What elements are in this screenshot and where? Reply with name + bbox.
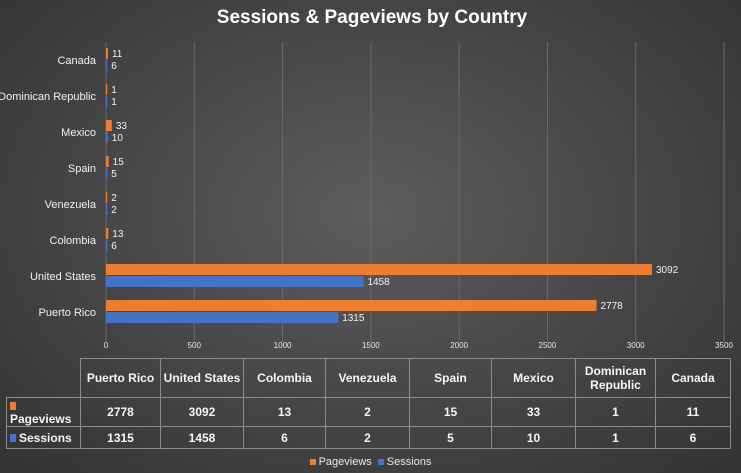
data-table-column-header-mexico: Mexico: [491, 358, 576, 398]
x-axis-tick-labels: 0 500 1000 1500 2000 2500 3000 3500: [104, 341, 734, 350]
bar-sessions-mexico: [106, 132, 108, 143]
category-label-venezuela: Venezuela: [45, 199, 97, 211]
bar-chart: Sessions & Pageviews by Country Canada Do…: [0, 7, 734, 350]
legend-item-sessions: Sessions: [377, 456, 432, 468]
x-tick-label-0: 0: [104, 341, 109, 350]
legend-item-pageviews: Pageviews: [309, 456, 372, 468]
legend-label-pageviews: Pageviews: [318, 456, 372, 468]
data-label-sessions-dominican-republic: 1: [111, 97, 117, 108]
bar-pageviews-mexico: [106, 120, 112, 131]
data-table-cell: 3092: [160, 397, 244, 427]
data-table-column-header-canada: Canada: [655, 358, 731, 398]
x-tick-label-4: 2000: [450, 341, 468, 350]
data-label-sessions-mexico: 10: [112, 133, 124, 144]
data-table-cell: 6: [655, 426, 731, 449]
bar-pageviews-venezuela: [106, 192, 108, 203]
data-table-cell: 1315: [80, 426, 161, 449]
data-table-cell: 13: [243, 397, 326, 427]
legend-key-sessions: [10, 434, 16, 443]
data-label-sessions-colombia: 6: [111, 241, 117, 252]
legend-swatch-pageviews: [309, 459, 316, 465]
data-label-sessions-venezuela: 2: [111, 205, 117, 216]
x-tick-label-3: 1500: [362, 341, 380, 350]
data-label-pageviews-spain: 15: [113, 157, 125, 168]
data-label-pageviews-mexico: 33: [116, 121, 128, 132]
x-tick-label-6: 3000: [627, 341, 645, 350]
legend-swatch-sessions: [377, 459, 384, 465]
bar-sessions-dominican-republic: [106, 96, 108, 107]
bar-pageviews-spain: [106, 156, 109, 167]
gridlines: [105, 42, 725, 342]
data-table-cell: 2778: [80, 397, 161, 427]
bar-pageviews-puerto-rico: [106, 300, 597, 311]
bar-pageviews-canada: [106, 48, 108, 59]
data-table-column-header-venezuela: Venezuela: [325, 358, 410, 398]
data-table-cell: 1: [575, 426, 656, 449]
data-table-body: Pageviews 2778 3092 13 2 15 33 1 11 Sessions 1315 1…: [6, 397, 731, 449]
data-table-column-header-dominican-republic: Dominican Republic: [575, 358, 656, 398]
bar-pageviews-dominican-republic: [106, 84, 108, 95]
category-label-spain: Spain: [68, 163, 96, 175]
bar-pageviews-colombia: [106, 228, 109, 239]
bar-sessions-colombia: [106, 240, 108, 251]
data-table-cell: 15: [409, 397, 492, 427]
data-table-cell: 6: [243, 426, 326, 449]
data-table-cell: 1: [575, 397, 656, 427]
data-label-pageviews-canada: 11: [112, 49, 123, 60]
data-table-column-header-spain: Spain: [409, 358, 492, 398]
category-label-dominican-republic: Dominican Republic: [0, 91, 96, 103]
data-label-sessions-spain: 5: [111, 169, 117, 180]
bar-sessions-united-states: [106, 276, 364, 287]
data-table-row-sessions: Sessions 1315 1458 6 2 5 10 1 6: [6, 426, 731, 449]
data-table-corner: [6, 358, 81, 398]
data-table-cell: 1458: [160, 426, 244, 449]
legend-key-pageviews: [10, 401, 16, 410]
data-table-cell: 11: [655, 397, 731, 427]
category-label-colombia: Colombia: [50, 235, 97, 247]
bar-sessions-puerto-rico: [106, 312, 339, 323]
data-table-row-label: Sessions: [19, 430, 72, 445]
data-table-cell: 2: [325, 426, 410, 449]
category-label-puerto-rico: Puerto Rico: [39, 307, 96, 319]
data-table-row-label: Pageviews: [10, 412, 72, 426]
data-label-pageviews-colombia: 13: [112, 229, 124, 240]
category-label-canada: Canada: [57, 55, 96, 67]
bar-pageviews-united-states: [106, 264, 652, 275]
data-table-row-pageviews: Pageviews 2778 3092 13 2 15 33 1 11: [6, 397, 731, 427]
bar-sessions-canada: [106, 60, 108, 71]
bar-sessions-venezuela: [106, 204, 108, 215]
data-table-column-header-puerto-rico: Puerto Rico: [80, 358, 161, 398]
data-label-pageviews-puerto-rico: 2778: [601, 301, 624, 312]
x-tick-label-7: 3500: [715, 341, 733, 350]
data-table-column-header-united-states: United States: [160, 358, 244, 398]
x-tick-label-5: 2500: [539, 341, 557, 350]
x-tick-label-2: 1000: [274, 341, 292, 350]
data-table-cell: 2: [325, 397, 410, 427]
legend-label-sessions: Sessions: [386, 456, 432, 468]
chart-title: Sessions & Pageviews by Country: [217, 7, 528, 28]
data-table-cell: 5: [409, 426, 492, 449]
data-table-header: Puerto Rico United States Colombia Venezuel…: [6, 358, 731, 398]
data-table-row-header: Pageviews: [6, 397, 81, 427]
data-table-cell: 33: [491, 397, 576, 427]
bars-group: [106, 48, 652, 323]
data-table-column-header-colombia: Colombia: [243, 358, 326, 398]
bar-sessions-spain: [106, 168, 108, 179]
data-label-pageviews-united-states: 3092: [656, 265, 679, 276]
data-label-sessions-canada: 6: [111, 61, 117, 72]
x-tick-label-1: 500: [188, 341, 202, 350]
data-table-cell: 10: [491, 426, 576, 449]
data-table-row-header: Sessions: [6, 426, 81, 449]
data-label-sessions-united-states: 1458: [367, 277, 390, 288]
data-label-pageviews-dominican-republic: 1: [111, 85, 117, 96]
category-labels: Canada Dominican Republic Mexico Spain Venez…: [0, 55, 97, 319]
category-label-united-states: United States: [30, 271, 97, 283]
data-label-pageviews-venezuela: 2: [111, 193, 117, 204]
data-table: Puerto Rico United States Colombia Venezuel…: [6, 358, 731, 449]
legend: Pageviews Sessions: [0, 456, 741, 468]
data-label-sessions-puerto-rico: 1315: [342, 313, 365, 324]
category-label-mexico: Mexico: [61, 127, 96, 139]
